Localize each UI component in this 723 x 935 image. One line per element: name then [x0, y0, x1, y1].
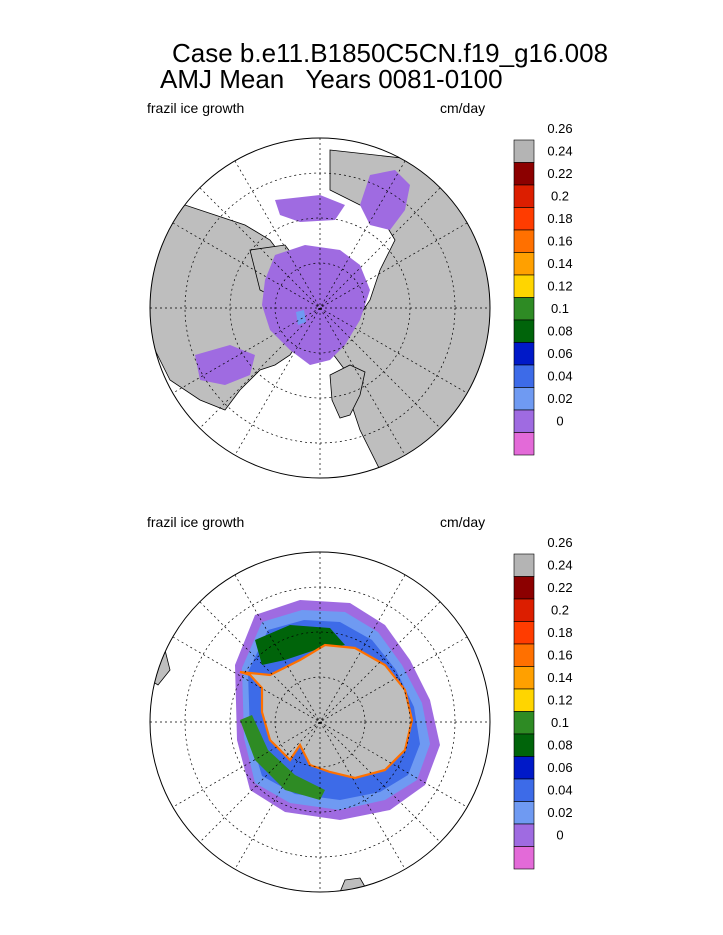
nh-colorbar-label: 0.12 — [547, 278, 572, 293]
nh-colorbar-label: 0.22 — [547, 166, 572, 181]
nh-colorbar-label: 0.02 — [547, 391, 572, 406]
nh-colorbar-label: 0.04 — [547, 368, 572, 383]
sh-colorbar-label: 0.04 — [547, 782, 572, 797]
nh-colorbar-label: 0 — [556, 413, 563, 428]
sh-left-label: frazil ice growth — [147, 514, 245, 530]
nh-colorbar-box-3 — [513, 364, 535, 388]
nh-frazil-bering — [275, 195, 345, 222]
nh-graticule — [150, 138, 490, 478]
sh-colorbar-box-5 — [513, 733, 535, 757]
nh-colorbar-box-1 — [513, 409, 535, 433]
nh-colorbar-box-6 — [513, 297, 535, 321]
nh-colorbar-box-11 — [513, 184, 535, 208]
main-title: Case b.e11.B1850C5CN.f19_g16.008 — [172, 38, 609, 68]
sh-colorbar-box-7 — [513, 688, 535, 712]
sh-right-label: cm/day — [440, 514, 486, 530]
nh-colorbar-box-8 — [513, 252, 535, 276]
sh-colorbar-label: 0.16 — [547, 647, 572, 662]
sh-colorbar-label: 0.18 — [547, 625, 572, 640]
sh-frazil-ross — [240, 715, 325, 800]
colorbars: 0 0.02 0.04 0.06 0.08 0.1 0.12 0.14 0.16 0.18 0.2 0… — [513, 121, 573, 870]
nh-colorbar-label: 0.24 — [547, 143, 572, 158]
nh-land-scandinavia — [329, 364, 366, 419]
sh-colorbar-box-2 — [513, 801, 535, 825]
nh-colorbar-box-10 — [513, 207, 535, 231]
sh-colorbar-label: 0 — [556, 827, 563, 842]
nh-right-label: cm/day — [440, 100, 486, 116]
sh-colorbar-box-6 — [513, 711, 535, 735]
sh-colorbar-box-top — [513, 553, 535, 577]
sh-graticule — [150, 552, 490, 892]
sh-colorbar-box-0 — [513, 846, 535, 870]
subtitle: AMJ Mean Years 0081-0100 — [160, 64, 503, 94]
nh-colorbar-label: 0.08 — [547, 323, 572, 338]
nh-colorbar-box-0 — [513, 432, 535, 456]
sh-colorbar-box-11 — [513, 598, 535, 622]
sh-colorbar-box-8 — [513, 666, 535, 690]
sh-colorbar-box-1 — [513, 823, 535, 847]
nh-colorbar-label: 0.06 — [547, 346, 572, 361]
nh-colorbar-box-9 — [513, 229, 535, 253]
nh-colorbar-box-4 — [513, 342, 535, 366]
sh-colorbar-label: 0.06 — [547, 760, 572, 775]
nh-colorbar-box-5 — [513, 319, 535, 343]
nh-left-label: frazil ice growth — [147, 100, 245, 116]
nh-colorbar-box-12 — [513, 162, 535, 186]
sh-colorbar-label: 0.12 — [547, 692, 572, 707]
sh-colorbar-box-3 — [513, 778, 535, 802]
nh-colorbar-label: 0.2 — [551, 188, 569, 203]
sh-map-border — [149, 551, 491, 893]
sh-colorbar-label: 0.08 — [547, 737, 572, 752]
nh-colorbar-box-7 — [513, 274, 535, 298]
sh-colorbar-label: 0.22 — [547, 580, 572, 595]
sh-colorbar-label: 0.14 — [547, 670, 572, 685]
sh-colorbar-label: 0.24 — [547, 557, 572, 572]
sh-map-content — [150, 552, 490, 892]
sh-frazil-weddell — [255, 625, 345, 665]
nh-frazil-arctic — [262, 245, 370, 365]
sh-colorbar-box-4 — [513, 756, 535, 780]
sh-colorbar-box-10 — [513, 621, 535, 645]
nh-colorbar-box-top — [513, 139, 535, 163]
sh-colorbar-label: 0.1 — [551, 715, 569, 730]
sh-colorbar-label: 0.2 — [551, 602, 569, 617]
nh-colorbar-label: 0.1 — [551, 301, 569, 316]
nh-colorbar-box-2 — [513, 387, 535, 411]
sh-colorbar-box-9 — [513, 643, 535, 667]
nh-frazil-north-pacific — [360, 170, 410, 230]
sh-colorbar-label: 0.26 — [547, 535, 572, 550]
nh-map-border — [149, 137, 491, 479]
nh-colorbar-label: 0.16 — [547, 233, 572, 248]
nh-colorbar-label: 0.14 — [547, 256, 572, 271]
nh-colorbar-label: 0.18 — [547, 211, 572, 226]
sh-colorbar-box-12 — [513, 576, 535, 600]
nh-map-content — [150, 138, 490, 478]
nh-frazil-labrador — [195, 345, 255, 385]
nh-colorbar-label: 0.26 — [547, 121, 572, 136]
sh-colorbar-label: 0.02 — [547, 805, 572, 820]
nh-frazil-hudson — [296, 310, 306, 325]
